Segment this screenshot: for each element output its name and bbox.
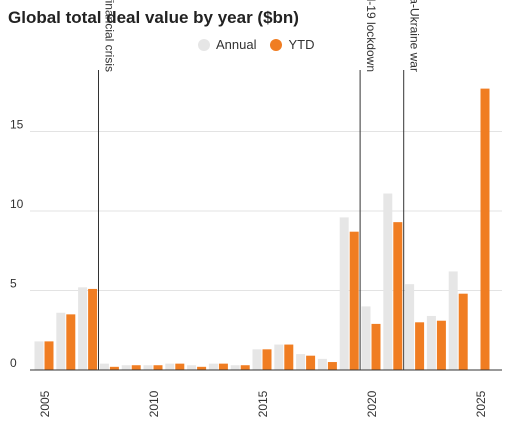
bar-annual <box>274 344 284 370</box>
y-tick-label: 10 <box>10 197 24 211</box>
bar-ytd <box>88 288 98 370</box>
bar-annual <box>187 365 197 370</box>
x-tick-label: 2020 <box>365 390 379 417</box>
annotation-label: Global financial crisis <box>102 0 116 72</box>
bar-ytd <box>153 365 163 370</box>
bar-ytd <box>44 341 54 370</box>
bar-annual <box>296 354 306 370</box>
bar-ytd <box>415 322 425 370</box>
bar-annual <box>56 312 66 370</box>
x-tick-label: 2010 <box>147 390 161 417</box>
bar-annual <box>208 363 218 370</box>
annotation-label: Covid-19 lockdown <box>364 0 378 72</box>
bar-ytd <box>131 365 141 370</box>
bar-annual <box>448 271 458 370</box>
bar-annual <box>317 358 327 370</box>
bar-annual <box>121 365 131 370</box>
legend-swatch-ytd <box>270 38 283 51</box>
bar-annual <box>383 193 393 370</box>
legend-item-annual: Annual <box>198 37 256 52</box>
bar-ytd <box>458 293 468 370</box>
bar-annual <box>339 217 349 370</box>
y-tick-label: 0 <box>10 356 17 370</box>
bar-ytd <box>349 231 359 370</box>
bar-ytd <box>218 363 228 370</box>
legend-swatch-annual <box>198 38 210 51</box>
bar-ytd <box>175 363 185 370</box>
bar-annual <box>405 284 415 370</box>
legend-label-annual: Annual <box>216 37 257 52</box>
chart-title: Global total deal value by year ($bn) <box>8 8 299 27</box>
bar-annual <box>252 349 262 370</box>
x-tick-label: 2005 <box>38 390 52 417</box>
bar-annual <box>361 306 371 370</box>
bar-ytd <box>109 366 119 370</box>
bar-annual <box>230 365 240 370</box>
legend-label-ytd: YTD <box>288 37 315 52</box>
bar-ytd <box>66 314 76 370</box>
legend-item-ytd: YTD <box>270 37 314 52</box>
y-tick-label: 5 <box>10 277 17 291</box>
bar-ytd <box>262 349 272 370</box>
bar-annual <box>426 315 436 370</box>
bar-ytd <box>371 323 381 370</box>
bar-annual <box>78 287 88 370</box>
bar-ytd <box>306 355 316 370</box>
bar-ytd <box>197 366 207 370</box>
x-tick-label: 2025 <box>474 390 488 417</box>
bar-ytd <box>480 88 490 370</box>
bar-ytd <box>393 222 403 370</box>
bar-ytd <box>436 320 446 370</box>
annotation-label: Russia-Ukraine war <box>408 0 422 72</box>
bar-ytd <box>284 344 294 370</box>
x-tick-label: 2015 <box>256 390 270 417</box>
bar-annual <box>99 363 109 370</box>
bar-ytd <box>327 362 337 370</box>
y-tick-label: 15 <box>10 118 24 132</box>
legend: Annual YTD <box>198 37 328 52</box>
bar-annual <box>165 363 175 370</box>
bar-annual <box>143 365 153 370</box>
bar-ytd <box>240 365 250 370</box>
bar-annual <box>34 341 44 370</box>
